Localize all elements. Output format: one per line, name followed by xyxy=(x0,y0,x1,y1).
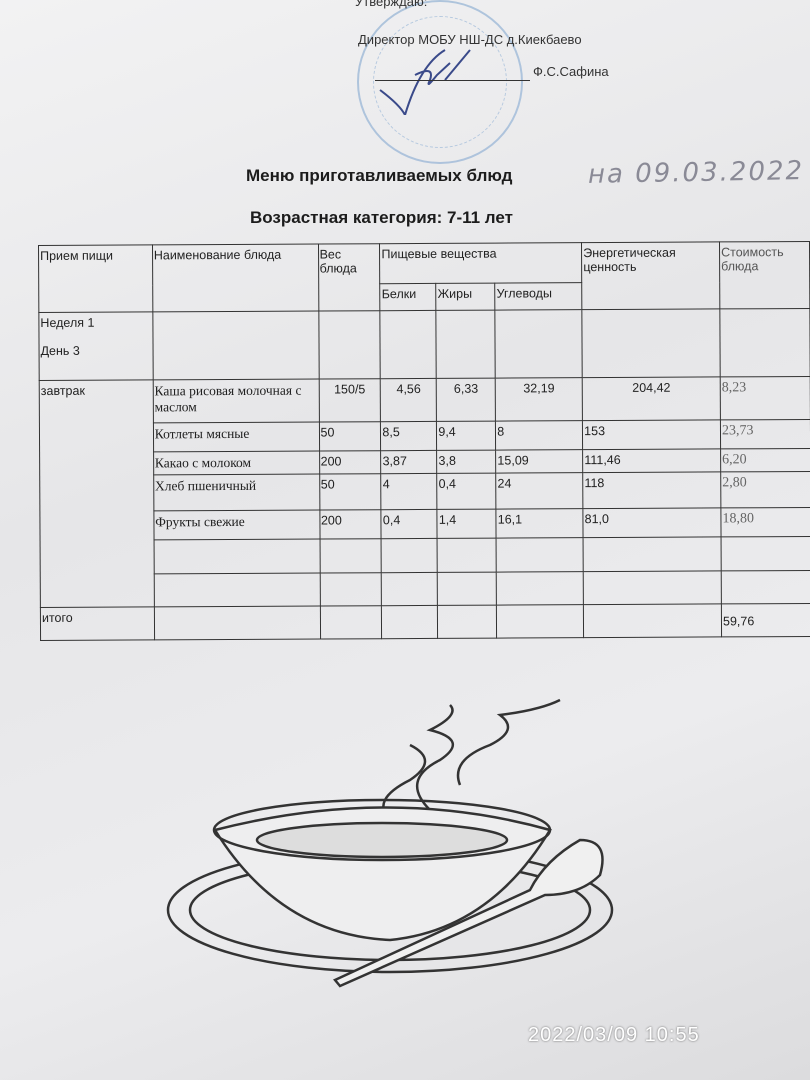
weight-cell: 150/5 xyxy=(318,378,381,423)
approval-label: Утверждаю: xyxy=(355,0,428,9)
total-label: итого xyxy=(40,606,155,641)
dish-name: Хлеб пшеничный xyxy=(153,474,320,511)
header-cost: Стоимость блюда xyxy=(719,241,810,309)
signatory-name: Ф.С.Сафина xyxy=(533,64,609,79)
carbs-cell: 24 xyxy=(495,472,584,510)
dish-name: Каша рисовая молочная с маслом xyxy=(152,379,319,423)
cost-cell: 6,20 xyxy=(720,448,810,472)
dish-name: Фрукты свежие xyxy=(153,510,320,540)
cost-cell: 18,80 xyxy=(720,507,810,537)
cost-cell: 23,73 xyxy=(720,419,810,449)
weight-cell: 50 xyxy=(318,421,382,452)
dish-name: Котлеты мясные xyxy=(153,422,320,452)
carbs-cell: 8 xyxy=(495,420,583,451)
director-title: Директор МОБУ НШ-ДС д.Киекбаево xyxy=(358,32,582,47)
carbs-cell: 16,1 xyxy=(496,508,584,539)
header-dish: Наименование блюда xyxy=(152,244,319,312)
fat-cell: 0,4 xyxy=(437,473,497,510)
energy-cell: 81,0 xyxy=(583,507,722,538)
photo-timestamp: 2022/03/09 10:55 xyxy=(528,1024,700,1046)
header-fat: Жиры xyxy=(436,283,496,311)
energy-cell: 118 xyxy=(582,471,721,509)
fat-cell: 9,4 xyxy=(436,421,496,451)
age-category: Возрастная категория: 7-11 лет xyxy=(250,208,513,227)
week-day-cell: Неделя 1 День 3 xyxy=(38,311,153,381)
table-row: Хлеб пшеничный 50 4 0,4 24 118 2,80 xyxy=(40,471,810,511)
protein-cell: 8,5 xyxy=(380,421,437,451)
dish-name: Какао с молоком xyxy=(153,451,320,475)
handwritten-date: на 09.03.2022 xyxy=(587,156,805,190)
header-weight: Вес блюда xyxy=(317,243,381,312)
protein-cell: 4 xyxy=(381,473,438,510)
table-row: завтрак Каша рисовая молочная с маслом 1… xyxy=(39,376,810,608)
page-title: Меню приготавливаемых блюд xyxy=(246,166,513,185)
header-carbs: Углеводы xyxy=(494,282,583,311)
header-meal: Прием пищи xyxy=(38,244,153,313)
energy-cell: 204,42 xyxy=(582,376,721,421)
header-protein: Белки xyxy=(380,283,437,311)
weight-cell: 200 xyxy=(319,509,382,540)
empty-row xyxy=(40,570,810,607)
table-row: Фрукты свежие 200 0,4 1,4 16,1 81,0 18,8… xyxy=(40,507,810,540)
soup-bowl-illustration xyxy=(166,698,614,988)
protein-cell: 0,4 xyxy=(381,509,438,539)
total-row: итого 59,76 xyxy=(40,603,810,641)
menu-table: Прием пищи Наименование блюда Вес блюда … xyxy=(38,241,810,641)
total-cost: 59,76 xyxy=(721,603,810,637)
energy-cell: 111,46 xyxy=(582,448,721,473)
empty-row xyxy=(40,536,810,574)
carbs-cell: 15,09 xyxy=(495,449,583,474)
cost-cell: 2,80 xyxy=(720,471,810,508)
signature-line xyxy=(375,80,530,81)
protein-cell: 3,87 xyxy=(381,450,438,474)
cost-cell: 8,23 xyxy=(720,376,810,420)
fat-cell: 6,33 xyxy=(436,378,496,422)
official-stamp xyxy=(357,0,523,164)
header-energy: Энергетическая ценность xyxy=(581,241,720,310)
meal-label: завтрак xyxy=(39,379,155,608)
header-nutrients: Пищевые вещества xyxy=(379,242,582,284)
carbs-cell: 32,19 xyxy=(495,377,583,422)
fat-cell: 1,4 xyxy=(437,509,497,539)
protein-cell: 4,56 xyxy=(380,378,437,422)
weight-cell: 200 xyxy=(319,450,382,475)
fat-cell: 3,8 xyxy=(436,450,496,474)
table-row: Котлеты мясные 50 8,5 9,4 8 153 23,73 xyxy=(39,419,810,452)
day-label: День 3 xyxy=(40,343,80,358)
energy-cell: 153 xyxy=(582,419,721,450)
week-label: Неделя 1 xyxy=(40,315,95,330)
weight-cell: 50 xyxy=(319,473,382,511)
